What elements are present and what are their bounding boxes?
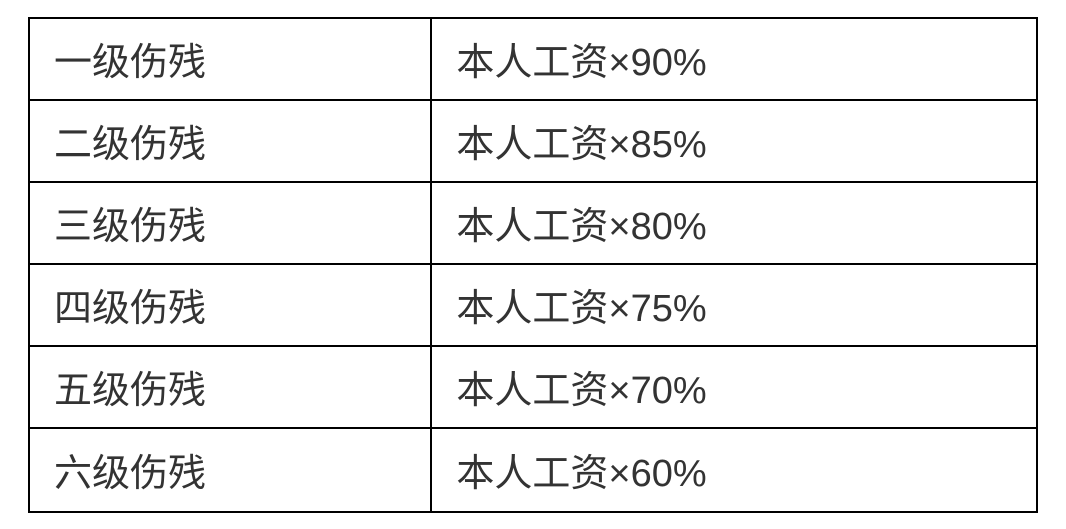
- disability-level-cell: 五级伤残: [30, 347, 432, 427]
- disability-level-cell: 六级伤残: [30, 429, 432, 511]
- compensation-value-cell: 本人工资×85%: [432, 101, 1036, 181]
- disability-compensation-table: 一级伤残 本人工资×90% 二级伤残 本人工资×85% 三级伤残 本人工资×80…: [28, 17, 1038, 513]
- disability-level-cell: 一级伤残: [30, 19, 432, 99]
- compensation-value-cell: 本人工资×75%: [432, 265, 1036, 345]
- table-row: 五级伤残 本人工资×70%: [30, 347, 1036, 429]
- compensation-value-cell: 本人工资×70%: [432, 347, 1036, 427]
- table-row: 三级伤残 本人工资×80%: [30, 183, 1036, 265]
- table-row: 六级伤残 本人工资×60%: [30, 429, 1036, 511]
- table-row: 二级伤残 本人工资×85%: [30, 101, 1036, 183]
- compensation-value-cell: 本人工资×60%: [432, 429, 1036, 511]
- compensation-value-cell: 本人工资×90%: [432, 19, 1036, 99]
- table-row: 四级伤残 本人工资×75%: [30, 265, 1036, 347]
- compensation-value-cell: 本人工资×80%: [432, 183, 1036, 263]
- disability-level-cell: 四级伤残: [30, 265, 432, 345]
- disability-level-cell: 三级伤残: [30, 183, 432, 263]
- disability-level-cell: 二级伤残: [30, 101, 432, 181]
- table-row: 一级伤残 本人工资×90%: [30, 19, 1036, 101]
